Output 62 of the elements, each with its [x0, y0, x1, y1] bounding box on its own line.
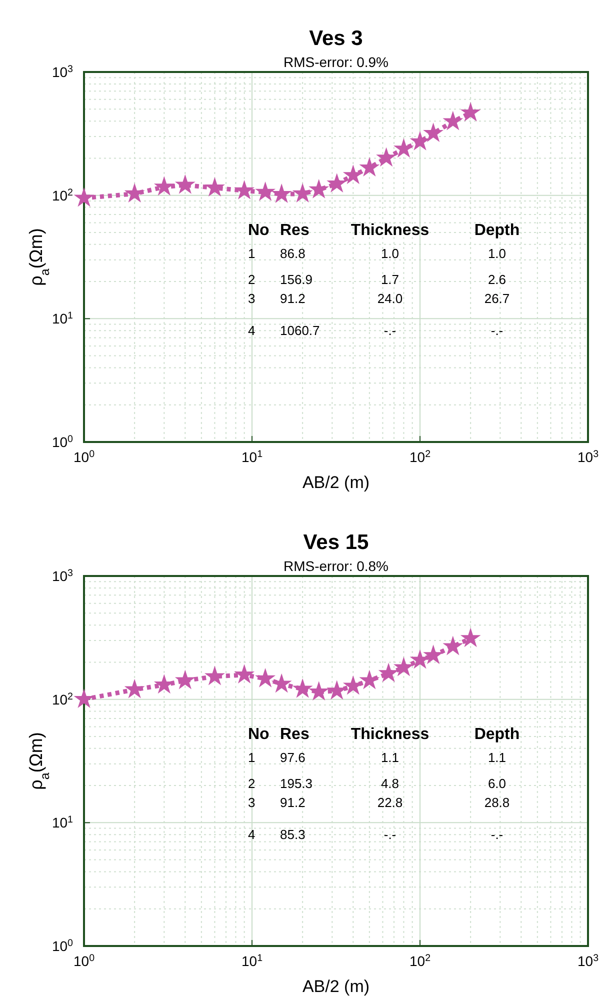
annotation: Thickness [350, 726, 430, 743]
annotation: 3 [248, 795, 256, 810]
annotation: 22.8 [377, 795, 403, 810]
annotation: Depth [474, 222, 520, 239]
annotation: 1.1 [380, 750, 400, 765]
x-tick-label: 10$^{0}$ [73, 952, 96, 969]
annotation: Depth [474, 726, 520, 743]
y-tick-label: 10$^{1}$ [52, 310, 73, 327]
annotation: 86.8 [280, 246, 306, 261]
annotation: 1.0 [488, 246, 506, 261]
y-tick-label: 10$^{2}$ [52, 690, 73, 708]
chart-subtitle: RMS-error: 0.8% [283, 558, 389, 574]
annotation: 3 [248, 291, 256, 306]
chart-subtitle: RMS-error: 0.9% [283, 54, 389, 70]
annotation: 1.1 [488, 750, 506, 765]
annotation: 6.0 [488, 776, 506, 791]
y-tick-label: 10$^{2}$ [52, 186, 73, 204]
annotation: 2 [248, 776, 256, 791]
annotation: 91.2 [280, 795, 306, 810]
annotation: 1.7 [380, 272, 400, 287]
annotation: Res [280, 726, 310, 743]
annotation: -.- [490, 827, 504, 842]
chart-title: Ves 3 [309, 27, 363, 50]
annotation: 1.0 [380, 246, 400, 261]
annotation: 24.0 [377, 291, 403, 306]
x-tick-label: 10$^{2}$ [409, 952, 431, 969]
annotation: 2 [248, 272, 256, 287]
x-tick-label: 10$^{1}$ [241, 448, 263, 465]
annotation: 1 [248, 750, 256, 765]
annotation: 4 [248, 827, 256, 842]
annotation: Thickness [350, 222, 430, 239]
annotation: 4 [248, 323, 256, 338]
annotation: 195.3 [280, 776, 313, 791]
annotation: 156.9 [280, 272, 313, 287]
x-tick-label: 10$^{2}$ [409, 448, 431, 465]
y-tick-label: 10$^{1}$ [52, 814, 73, 831]
annotation: 97.6 [280, 750, 306, 765]
x-axis-title: AB/2 (m) [302, 473, 370, 492]
annotation: 2.6 [488, 272, 506, 287]
annotation: Res [280, 222, 310, 239]
annotation: 26.7 [484, 291, 510, 306]
x-tick-label: 10$^{3}$ [577, 952, 600, 969]
chart-title: Ves 15 [303, 531, 370, 554]
y-tick-label: 10$^{3}$ [52, 64, 74, 80]
annotation: 91.2 [280, 291, 306, 306]
annotation: 1060.7 [280, 323, 320, 338]
annotation: -.- [384, 827, 396, 842]
annotation: 4.8 [380, 776, 400, 791]
annotation: -.- [384, 323, 396, 338]
x-axis-title: AB/2 (m) [302, 977, 370, 996]
x-tick-label: 10$^{3}$ [577, 448, 600, 465]
annotation: -.- [490, 323, 504, 338]
annotation: 85.3 [280, 827, 306, 842]
annotation: 1 [248, 246, 256, 261]
annotation: 28.8 [484, 795, 510, 810]
x-tick-label: 10$^{0}$ [73, 448, 96, 465]
annotation: No [248, 726, 270, 743]
y-tick-label: 10$^{0}$ [52, 938, 74, 954]
annotation: No [248, 222, 270, 239]
y-tick-label: 10$^{3}$ [52, 568, 74, 584]
x-tick-label: 10$^{1}$ [241, 952, 263, 969]
y-tick-label: 10$^{0}$ [52, 434, 74, 450]
